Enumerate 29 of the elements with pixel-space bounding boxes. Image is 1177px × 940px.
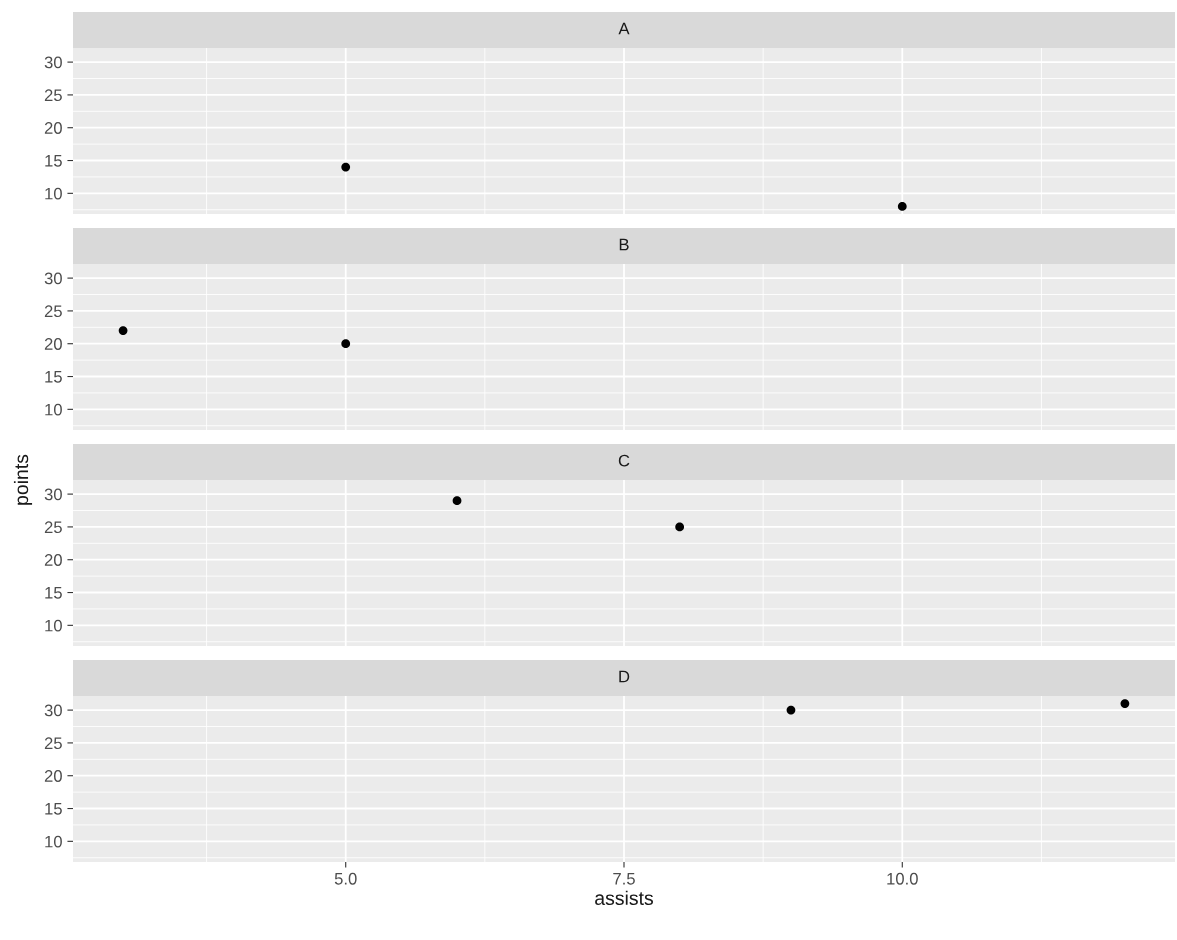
y-tick-label: 10 — [45, 403, 62, 416]
y-tick-label: 30 — [44, 488, 62, 501]
y-tick-label: 15 — [45, 587, 62, 599]
y-tick-label: 15 — [45, 803, 62, 815]
x-tick-label: 5.0 — [334, 872, 357, 885]
y-tick-label: 30 — [44, 704, 62, 717]
x-tick-label: 7.5 — [613, 873, 635, 885]
y-tick-label: 20 — [44, 554, 62, 566]
y-tick-label: 10 — [45, 835, 62, 848]
y-tick-label: 20 — [44, 122, 62, 134]
y-tick-label: 25 — [44, 89, 62, 102]
y-tick-label: 15 — [45, 371, 62, 383]
chart-title: C — [618, 454, 630, 467]
chart-title: B — [619, 238, 629, 251]
y-axis-title: points — [13, 454, 33, 505]
y-tick-label: 25 — [44, 305, 62, 318]
y-tick-label: 20 — [44, 770, 62, 782]
x-axis-title: assists — [595, 890, 654, 906]
y-tick-label: 30 — [44, 56, 62, 69]
y-tick-label: 20 — [44, 338, 62, 350]
y-tick-label: 15 — [45, 155, 62, 167]
y-tick-label: 25 — [44, 737, 62, 750]
x-tick-label: 10.0 — [887, 872, 918, 885]
chart-title: A — [618, 22, 630, 35]
y-tick-label: 25 — [44, 521, 62, 534]
y-tick-label: 10 — [45, 187, 62, 200]
y-tick-label: 30 — [44, 272, 62, 285]
y-tick-label: 10 — [45, 619, 62, 632]
chart-title: D — [619, 670, 630, 683]
